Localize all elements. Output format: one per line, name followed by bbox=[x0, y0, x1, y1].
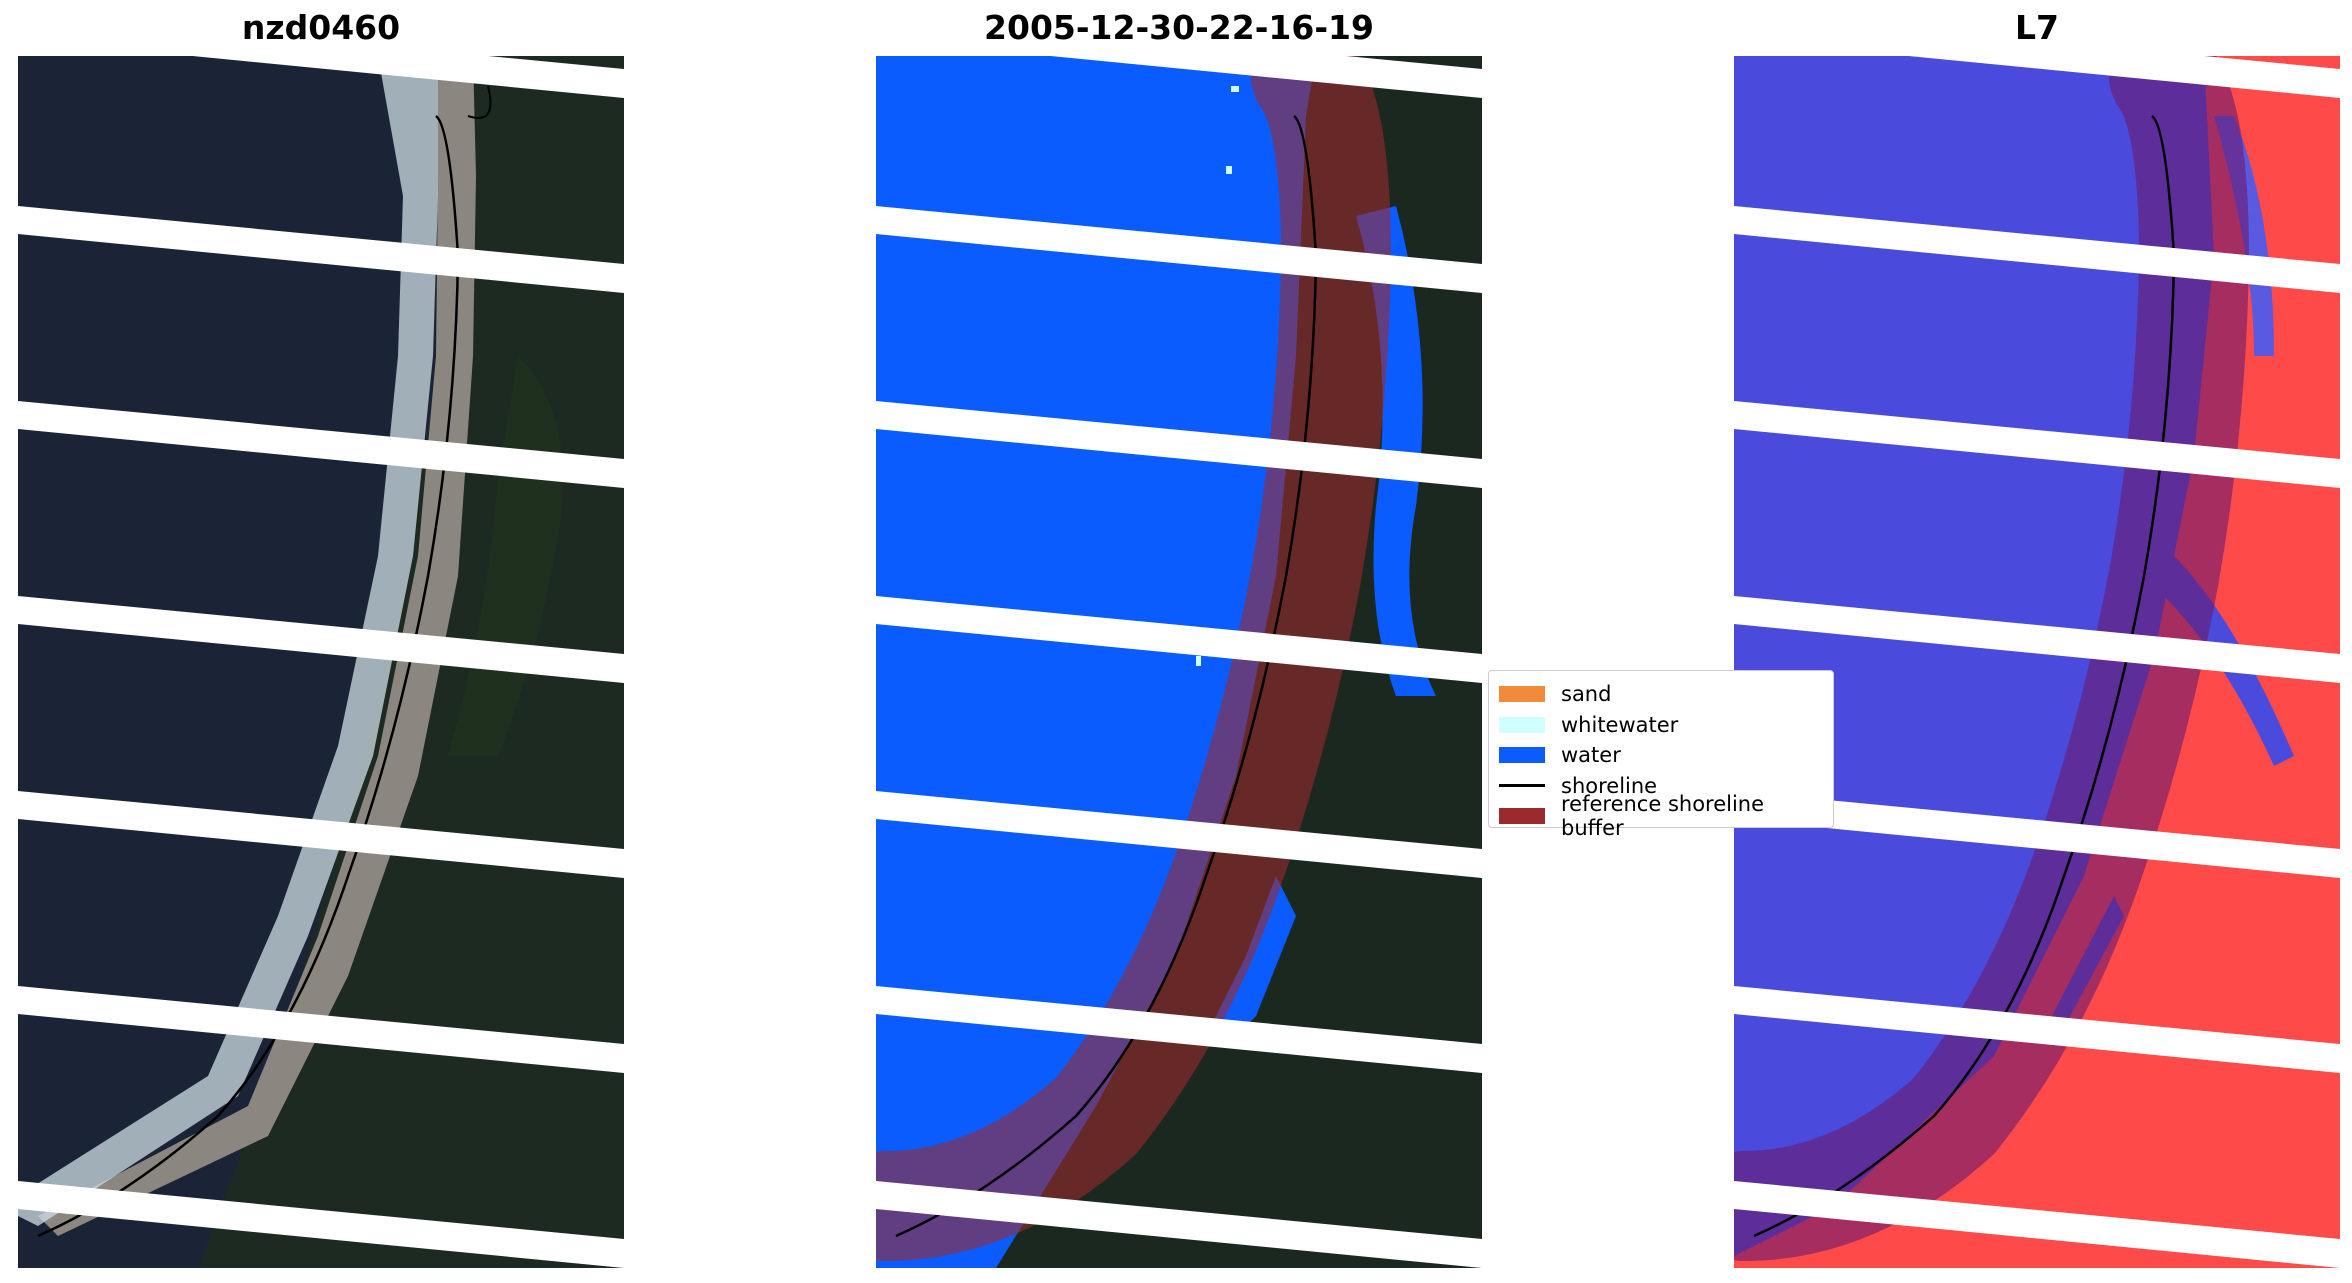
legend: sand whitewater water shoreline referenc… bbox=[1488, 670, 1834, 840]
panel-title-index: L7 bbox=[2015, 8, 2059, 47]
classified-image bbox=[876, 56, 1482, 1268]
legend-item-water: water bbox=[1499, 740, 1823, 771]
legend-item-whitewater: whitewater bbox=[1499, 710, 1823, 741]
index-image bbox=[1734, 56, 2340, 1268]
panel-title-rgb: nzd0460 bbox=[241, 8, 401, 47]
buffer-swatch bbox=[1499, 808, 1545, 825]
legend-label: water bbox=[1561, 743, 1621, 768]
whitewater-swatch bbox=[1499, 716, 1545, 733]
legend-label: reference shoreline buffer bbox=[1561, 792, 1765, 841]
classified-image-panel bbox=[876, 56, 1482, 1268]
shoreline-swatch bbox=[1499, 784, 1545, 788]
legend-label: whitewater bbox=[1561, 712, 1679, 737]
sand-swatch bbox=[1499, 686, 1545, 703]
legend-label: sand bbox=[1561, 682, 1612, 707]
rgb-image bbox=[18, 56, 624, 1268]
legend-item-buffer: reference shoreline buffer bbox=[1499, 792, 1823, 840]
legend-label: shoreline bbox=[1561, 773, 1658, 798]
water-swatch bbox=[1499, 747, 1545, 764]
index-image-panel bbox=[1734, 56, 2340, 1268]
legend-item-sand: sand bbox=[1499, 679, 1823, 710]
legend-item-shoreline: shoreline bbox=[1499, 771, 1823, 802]
rgb-image-panel bbox=[18, 56, 624, 1268]
panel-title-classified: 2005-12-30-22-16-19 bbox=[984, 8, 1374, 47]
